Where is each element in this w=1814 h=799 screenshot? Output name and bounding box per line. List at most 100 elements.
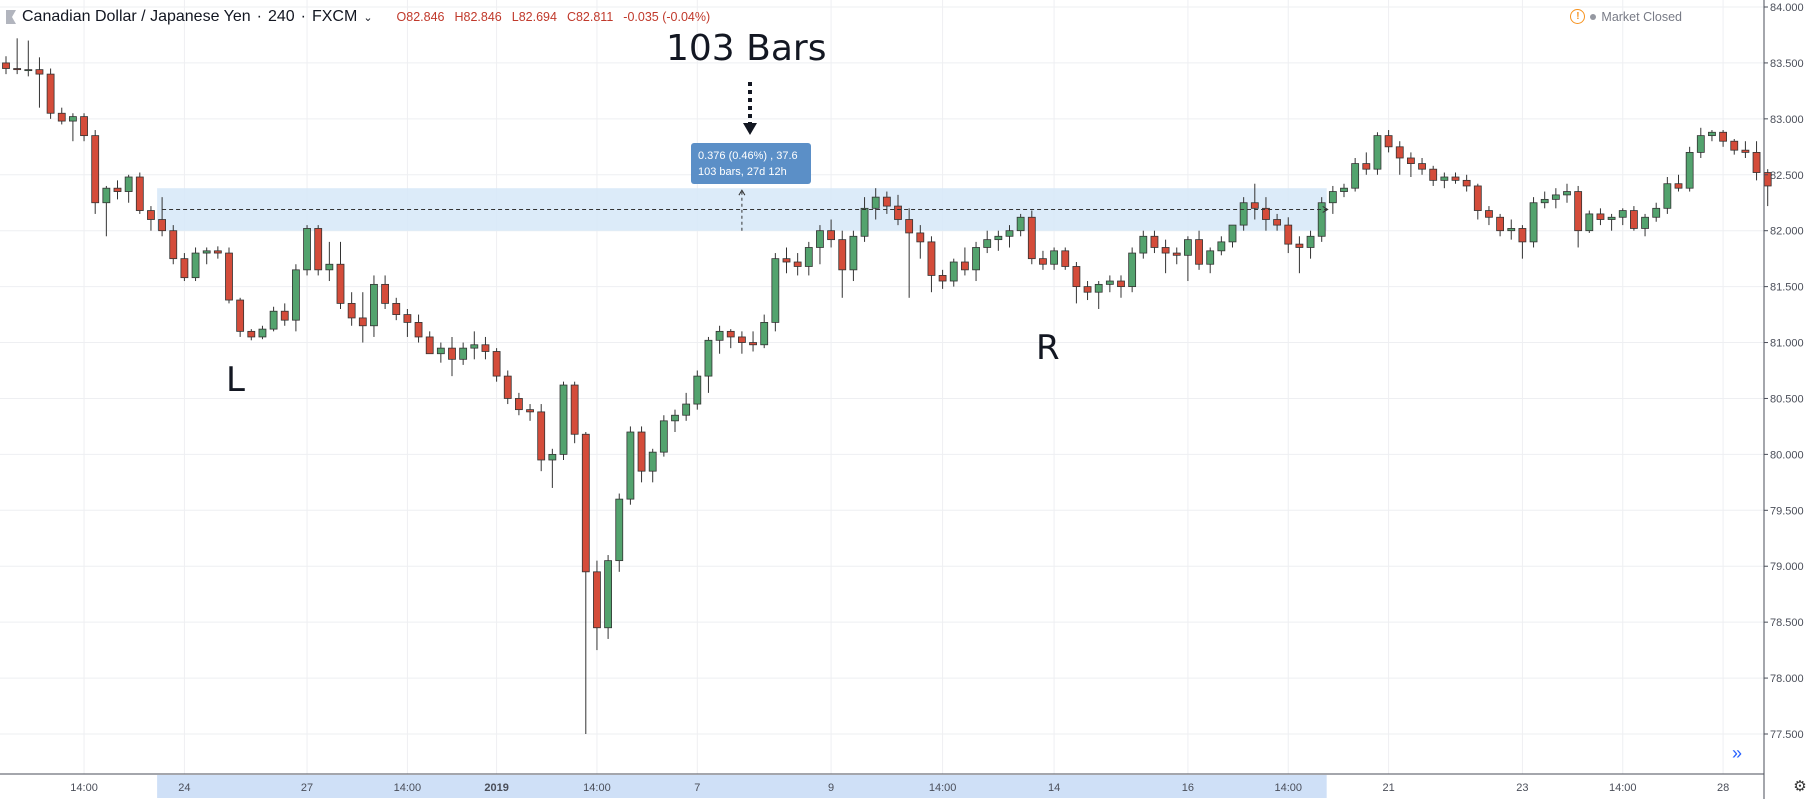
- candle: [1451, 172, 1460, 184]
- change-value: -0.035 (-0.04%): [623, 10, 711, 24]
- candle-body: [905, 219, 914, 234]
- candle-body: [961, 261, 969, 271]
- candle: [1585, 210, 1594, 233]
- candle-body: [1295, 243, 1304, 248]
- y-tick-label: 83.000: [1770, 114, 1804, 126]
- candle: [481, 336, 490, 360]
- candle-body: [1184, 239, 1192, 256]
- candle: [1507, 219, 1516, 240]
- candle: [147, 206, 155, 231]
- candle: [1250, 183, 1259, 220]
- x-tick-label: 14:00: [1274, 782, 1302, 794]
- candle-body: [13, 68, 22, 71]
- candle: [894, 194, 902, 226]
- interval-label[interactable]: 240: [267, 8, 295, 25]
- candle: [838, 230, 847, 298]
- candle-body: [648, 451, 657, 472]
- candle-body: [1752, 151, 1761, 173]
- candle-body: [1574, 191, 1583, 232]
- candle-body: [69, 116, 77, 122]
- candle: [671, 409, 679, 433]
- candle-body: [1161, 247, 1170, 254]
- candle-body: [816, 230, 824, 248]
- candle: [1072, 262, 1081, 304]
- x-tick-label: 27: [301, 782, 313, 794]
- candle-body: [1128, 252, 1137, 288]
- candle: [403, 308, 412, 337]
- candle: [1172, 247, 1181, 265]
- candle: [581, 432, 590, 734]
- y-tick-label: 83.500: [1770, 58, 1804, 70]
- candle-body: [381, 283, 390, 304]
- candle: [459, 342, 468, 365]
- candle: [1083, 281, 1092, 301]
- x-tick-label: 14:00: [929, 782, 957, 794]
- candle: [191, 247, 200, 282]
- candle-body: [1206, 250, 1215, 265]
- candle-body: [827, 230, 835, 241]
- candle-body: [1708, 131, 1716, 137]
- candle: [983, 230, 992, 254]
- candle-body: [1284, 224, 1293, 245]
- candle-body: [80, 116, 88, 137]
- candle-body: [1685, 151, 1694, 189]
- ohlc-values: O82.846 H82.846 L82.694 C82.811 -0.035 (…: [397, 10, 711, 24]
- candle-body: [916, 232, 925, 243]
- candle-body: [1139, 235, 1148, 254]
- chevron-down-icon[interactable]: ⌄: [363, 11, 373, 24]
- candle-body: [1418, 163, 1426, 170]
- candle: [515, 392, 523, 416]
- candle: [436, 342, 445, 363]
- bars-title: 103 Bars: [666, 28, 827, 69]
- candle-body: [871, 196, 880, 209]
- candle-body: [459, 347, 468, 360]
- candle-body: [1150, 235, 1159, 248]
- candle-body: [1407, 157, 1415, 164]
- candle-body: [191, 252, 200, 279]
- scroll-right-icon[interactable]: »: [1731, 743, 1742, 763]
- candle: [1663, 177, 1672, 214]
- candle: [548, 448, 557, 488]
- symbol-name[interactable]: Canadian Dollar / Japanese Yen: [22, 8, 251, 25]
- candle-body: [236, 299, 245, 332]
- candle: [1362, 152, 1371, 175]
- candle: [1496, 213, 1504, 237]
- candle: [659, 415, 668, 457]
- y-tick-label: 79.500: [1770, 505, 1804, 517]
- candle: [1027, 210, 1036, 265]
- candle-body: [704, 339, 713, 377]
- x-tick-label: 21: [1382, 782, 1394, 794]
- candle-body: [247, 330, 256, 338]
- high-value: H82.846: [454, 10, 502, 24]
- candle: [1351, 157, 1360, 192]
- exchange-label[interactable]: FXCM: [311, 8, 358, 25]
- candle: [537, 404, 546, 472]
- candle: [1317, 197, 1326, 242]
- candle-body: [425, 336, 434, 355]
- y-tick-label: 84.000: [1770, 2, 1804, 14]
- market-status[interactable]: ! Market Closed: [1570, 9, 1682, 24]
- candle-body: [1239, 202, 1248, 226]
- gear-icon[interactable]: ⚙: [1793, 778, 1807, 795]
- candle-body: [1719, 131, 1727, 142]
- chart-header: Canadian Dollar / Japanese Yen · 240 · F…: [0, 0, 710, 34]
- x-tick-label: 14:00: [1609, 782, 1637, 794]
- candle: [860, 197, 869, 242]
- candle: [325, 241, 334, 282]
- candle-body: [570, 384, 579, 435]
- open-value: O82.846: [396, 10, 445, 24]
- candle: [1005, 225, 1014, 248]
- candle: [91, 130, 100, 214]
- candle: [1384, 130, 1393, 153]
- candle: [1618, 208, 1627, 226]
- candle: [905, 208, 914, 298]
- candle-body: [1172, 252, 1181, 256]
- candle: [593, 560, 601, 651]
- candle: [180, 253, 189, 282]
- candle-body: [1362, 163, 1371, 170]
- candle-body: [1485, 210, 1493, 218]
- candle: [225, 247, 233, 304]
- candle: [1239, 197, 1248, 231]
